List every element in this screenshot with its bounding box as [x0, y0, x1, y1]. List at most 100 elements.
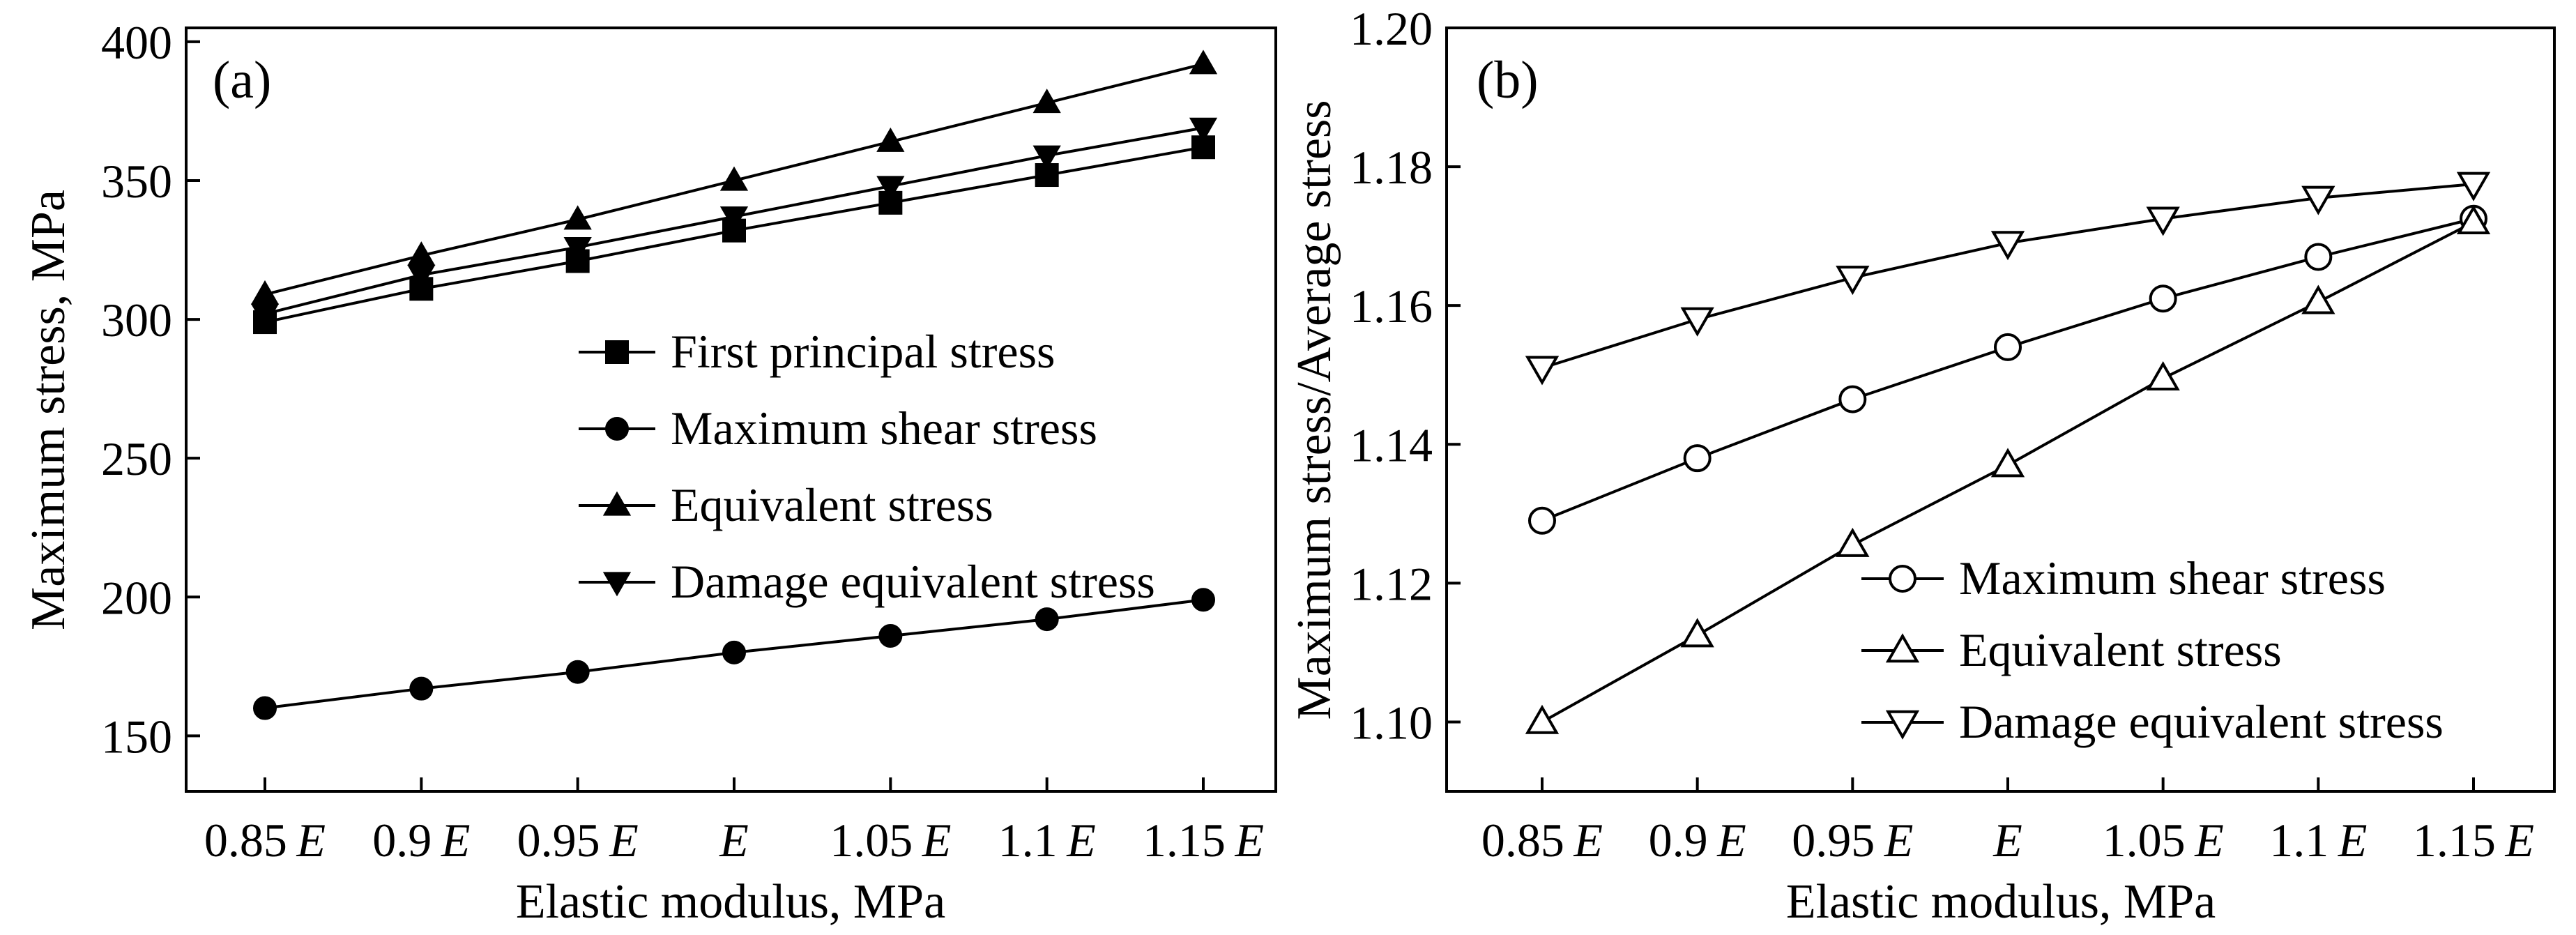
x-tick-label: 1.15 E	[1143, 814, 1264, 867]
data-point	[1838, 385, 1867, 413]
panel-b-x-axis-title: Elastic modulus, MPa	[1786, 875, 2216, 929]
series-maximum-shear-stress	[1528, 204, 2487, 535]
data-point	[1032, 145, 1061, 170]
y-tick-label: 1.18	[1350, 141, 1433, 194]
x-tick-label: 1.1 E	[2269, 814, 2367, 867]
data-point	[1528, 506, 1556, 535]
data-point	[1836, 266, 1870, 296]
data-point	[1990, 448, 2025, 478]
x-tick-label: 0.9 E	[372, 814, 470, 867]
x-tick-label: 0.85 E	[204, 814, 326, 867]
panel-a-frame	[185, 26, 1277, 793]
y-tick-label: 200	[101, 571, 172, 624]
y-tick-label: 1.16	[1350, 280, 1433, 333]
legend-label: First principal stress	[671, 325, 1055, 378]
y-tick-label: 1.10	[1350, 696, 1433, 749]
panel-b-legend: Maximum shear stress Equivalent stress Dam…	[1861, 552, 2444, 748]
x-tick-label: 0.9 E	[1649, 814, 1746, 867]
data-point	[876, 127, 905, 152]
series-equivalent-stress	[1525, 205, 2491, 734]
panel-a-y-ticks: 150 200 250 300 350 400	[101, 16, 200, 763]
legend-marker	[1885, 710, 1920, 740]
data-point	[2456, 172, 2491, 202]
panel-b-y-axis-title: Maximum stress/Average stress	[1288, 100, 1341, 720]
data-point	[253, 696, 277, 720]
legend-marker	[1889, 565, 1916, 593]
y-tick-label: 400	[101, 16, 172, 69]
legend-item-first-principal-stress: First principal stress	[579, 325, 1055, 378]
y-tick-label: 250	[101, 432, 172, 485]
data-point	[1525, 356, 1560, 386]
data-point	[719, 166, 749, 191]
legend-label: Damage equivalent stress	[671, 555, 1155, 608]
panel-a-label: (a)	[213, 51, 271, 109]
data-point	[2304, 243, 2333, 271]
x-tick-label: 1.1 E	[998, 814, 1096, 867]
legend-item-maximum-shear-stress: Maximum shear stress	[579, 402, 1097, 455]
legend-marker	[605, 340, 629, 364]
data-point	[722, 640, 746, 664]
x-tick-label: 0.95 E	[1792, 814, 1913, 867]
y-tick-label: 300	[101, 294, 172, 347]
panel-b-label: (b)	[1477, 51, 1539, 109]
y-tick-label: 1.12	[1350, 557, 1433, 610]
data-point	[2301, 185, 2335, 215]
legend-marker	[602, 572, 632, 597]
x-tick-label: E	[719, 814, 749, 867]
legend-item-equivalent-stress: Equivalent stress	[1861, 623, 2282, 676]
data-point	[1189, 117, 1218, 142]
x-tick-label: 1.05 E	[2103, 814, 2224, 867]
x-tick-label: 1.05 E	[830, 814, 951, 867]
legend-item-damage-equivalent-stress: Damage equivalent stress	[579, 555, 1155, 608]
panel-b-frame	[1445, 26, 2556, 793]
legend-marker	[602, 491, 632, 516]
panel-b-x-ticks: 0.85 E 0.9 E 0.95 E E 1.05 E 1.1 E 1.15 E	[1481, 777, 2534, 867]
x-tick-label: 0.95 E	[517, 814, 639, 867]
series-equivalent-stress	[250, 50, 1218, 305]
y-tick-label: 1.20	[1350, 2, 1433, 55]
y-tick-label: 150	[101, 710, 172, 763]
series-maximum-shear-stress	[253, 588, 1215, 720]
data-point	[2149, 284, 2177, 313]
data-point	[1683, 444, 1712, 473]
data-point	[1680, 307, 1714, 337]
data-point	[1990, 231, 2025, 261]
legend-label: Equivalent stress	[671, 478, 993, 531]
data-point	[876, 176, 905, 201]
series-damage-equivalent-stress	[250, 117, 1218, 328]
data-point	[563, 205, 592, 230]
x-tick-label: E	[1992, 814, 2022, 867]
panel-b-series	[1525, 172, 2491, 734]
data-point	[565, 660, 590, 684]
data-point	[250, 303, 280, 328]
series-first-principal-stress	[253, 135, 1215, 335]
data-point	[409, 676, 434, 701]
panel-a-x-ticks: 0.85 E 0.9 E 0.95 E E 1.05 E 1.1 E 1.15 E	[204, 777, 1264, 867]
legend-label: Equivalent stress	[1959, 623, 2282, 676]
legend-label: Maximum shear stress	[1959, 552, 2386, 605]
panel-b-y-ticks: 1.10 1.12 1.14 1.16 1.18 1.20	[1350, 2, 1461, 749]
data-point	[2456, 205, 2491, 235]
data-point	[2146, 360, 2180, 391]
data-point	[1191, 588, 1215, 612]
data-point	[1836, 527, 1870, 557]
data-point	[407, 264, 436, 289]
x-tick-label: 1.15 E	[2413, 814, 2534, 867]
data-point	[1032, 89, 1061, 114]
y-tick-label: 1.14	[1350, 418, 1433, 471]
data-point	[719, 206, 749, 231]
legend-label: Damage equivalent stress	[1959, 695, 2444, 748]
legend-marker	[1885, 633, 1920, 663]
series-damage-equivalent-stress	[1525, 172, 2491, 386]
panel-a-y-axis-title: Maximum stress, MPa	[22, 190, 75, 630]
legend-label: Maximum shear stress	[671, 402, 1097, 455]
panel-b: (b) Maximum stress/Average stress Elasti…	[1288, 2, 2556, 929]
panel-a: (a) Maximum stress, MPa Elastic modulus,…	[22, 16, 1277, 929]
panel-a-legend: First principal stress Maximum shear stre…	[579, 325, 1155, 608]
data-point	[2146, 206, 2180, 236]
legend-marker	[605, 417, 629, 441]
data-point	[1680, 618, 1714, 648]
panel-a-series	[250, 50, 1218, 720]
data-point	[563, 236, 592, 261]
x-tick-label: 0.85 E	[1481, 814, 1603, 867]
